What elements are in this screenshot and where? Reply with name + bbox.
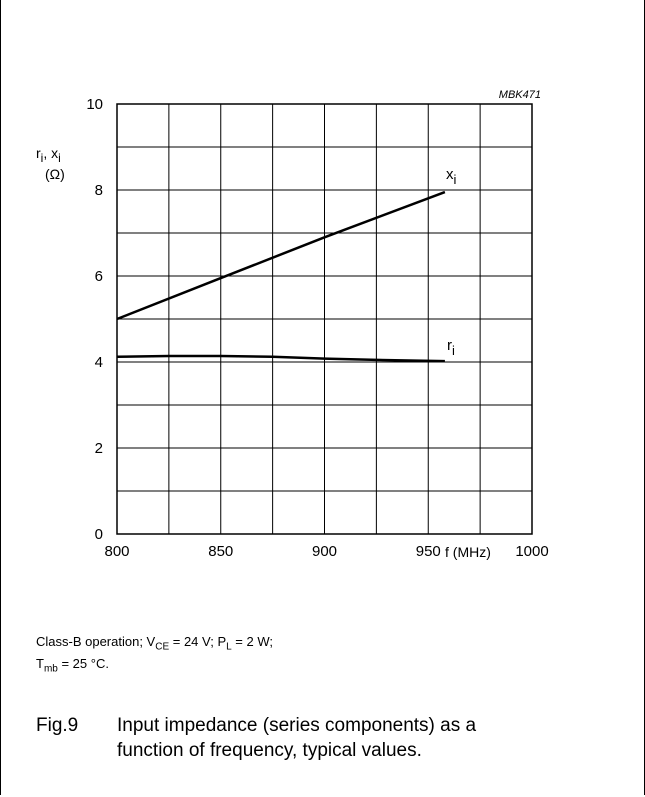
conditions-line-2: Tmb = 25 °C. — [36, 655, 109, 675]
caption-line-2: function of frequency, typical values. — [117, 740, 422, 761]
x-tick-label: 900 — [312, 543, 337, 560]
caption-line-1: Input impedance (series components) as a — [117, 715, 477, 736]
test-conditions: Class-B operation; VCE = 24 V; PL = 2 W;… — [36, 634, 273, 677]
x-tick-label: 850 — [208, 543, 233, 560]
figure-number: Fig.9 — [36, 715, 79, 736]
chart-grid — [116, 103, 533, 535]
series-line-xi — [116, 190, 446, 321]
y-axis-label: ri, xi — [36, 145, 61, 165]
series-lines — [116, 190, 446, 363]
figure-code: MBK471 — [499, 89, 541, 101]
series-label-ri: ri — [447, 337, 455, 358]
y-axis-unit: (Ω) — [45, 166, 65, 182]
y-tick-label: 6 — [95, 268, 103, 285]
series-line-ri — [116, 354, 445, 363]
x-tick-label: 950 — [416, 543, 441, 560]
impedance-chart: 800 850 900 950 1000 0 2 4 6 8 10 MBK471 ri, xi (… — [36, 89, 549, 560]
y-tick-label: 10 — [86, 96, 103, 113]
y-tick-label: 4 — [95, 354, 103, 371]
x-axis-label: f (MHz) — [445, 544, 491, 560]
y-tick-label: 2 — [95, 440, 103, 457]
x-tick-label: 1000 — [515, 543, 548, 560]
y-tick-label: 0 — [95, 526, 103, 543]
conditions-line-1: Class-B operation; VCE = 24 V; PL = 2 W; — [36, 634, 273, 653]
series-label-xi: xi — [446, 166, 457, 187]
figure-caption: Fig.9 Input impedance (series components)… — [36, 713, 476, 763]
x-tick-label: 800 — [104, 543, 129, 560]
y-tick-label: 8 — [95, 182, 103, 199]
y-tick-labels: 0 2 4 6 8 10 — [86, 96, 103, 543]
x-tick-labels: 800 850 900 950 1000 — [104, 543, 548, 560]
